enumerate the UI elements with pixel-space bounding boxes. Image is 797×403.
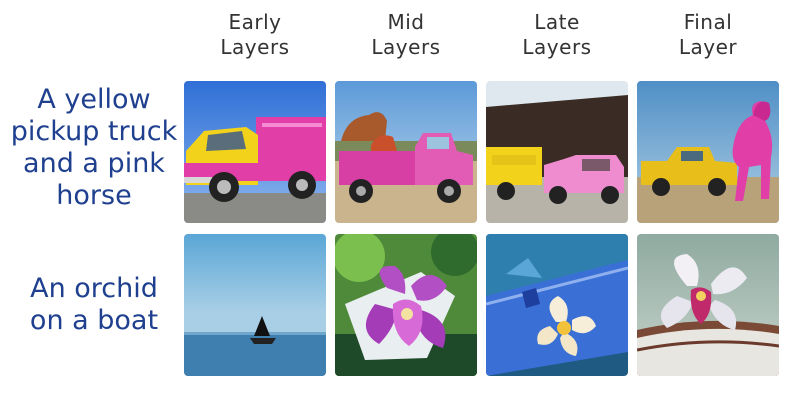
image-orchid-final-layer (637, 234, 779, 376)
image-orchid-mid-layers (335, 234, 477, 376)
row-label-line: on a boat (29, 305, 159, 336)
orchid-early-image (184, 234, 326, 376)
column-header-line2: Layer (678, 35, 738, 59)
row-label-line: A yellow (37, 84, 151, 115)
image-truck-mid-layers (335, 81, 477, 223)
row-label-line: and a pink (23, 148, 165, 179)
image-orchid-late-layers (486, 234, 628, 376)
column-header-line1: Mid (387, 10, 425, 34)
image-truck-late-layers (486, 81, 628, 223)
row-label-orchid-boat: An orchid on a boat (10, 273, 178, 337)
truck-final-image (637, 81, 779, 223)
column-header-mid: Mid Layers (335, 10, 477, 60)
image-orchid-early-layers (184, 234, 326, 376)
truck-mid-image (335, 81, 477, 223)
image-truck-early-layers (184, 81, 326, 223)
orchid-final-image (637, 234, 779, 376)
column-header-late: Late Layers (486, 10, 628, 60)
column-header-line2: Layers (220, 35, 290, 59)
column-header-line2: Layers (371, 35, 441, 59)
image-truck-final-layer (637, 81, 779, 223)
row-label-line: pickup truck (10, 116, 178, 147)
column-header-line1: Final (683, 10, 733, 34)
column-header-line2: Layers (522, 35, 592, 59)
orchid-late-image (486, 234, 628, 376)
column-header-final: Final Layer (637, 10, 779, 60)
orchid-mid-image (335, 234, 477, 376)
truck-late-image (486, 81, 628, 223)
row-label-line: An orchid (30, 273, 158, 304)
column-header-early: Early Layers (184, 10, 326, 60)
row-label-line: horse (56, 180, 132, 211)
truck-early-image (184, 81, 326, 223)
column-header-line1: Early (228, 10, 282, 34)
column-header-line1: Late (534, 10, 580, 34)
row-label-truck-horse: A yellow pickup truck and a pink horse (10, 84, 178, 212)
